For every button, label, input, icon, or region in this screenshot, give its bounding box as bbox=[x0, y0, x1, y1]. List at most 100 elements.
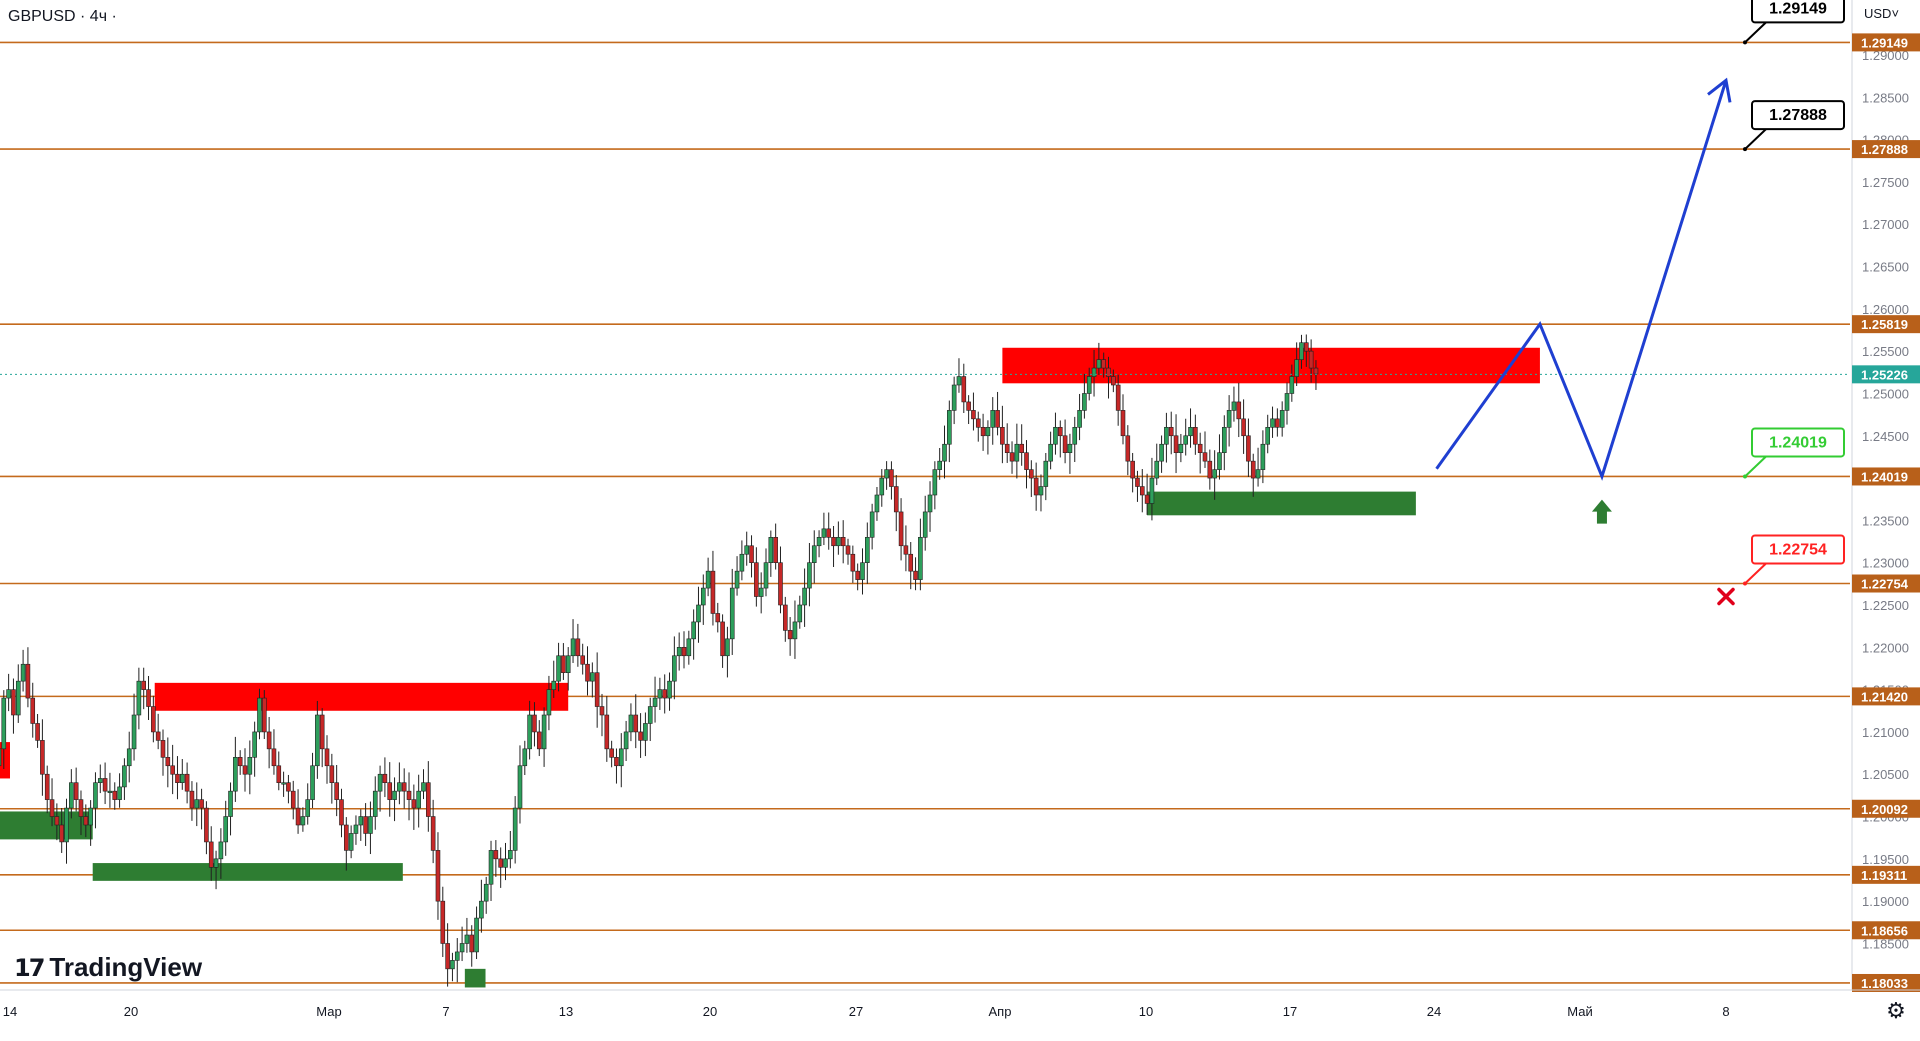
time-tick-label: 8 bbox=[1722, 1004, 1729, 1019]
candle-body bbox=[141, 680, 146, 690]
time-tick-label: 14 bbox=[3, 1004, 17, 1019]
candle-body bbox=[1106, 367, 1111, 377]
currency-selector[interactable]: USD˅ bbox=[1864, 6, 1900, 21]
candle-body bbox=[334, 782, 339, 800]
candle-body bbox=[392, 790, 397, 800]
candle-body bbox=[1275, 418, 1280, 428]
level-tag-label: 1.18033 bbox=[1861, 976, 1908, 991]
candle-body bbox=[599, 706, 605, 716]
candle-body bbox=[435, 850, 441, 902]
last-price-tag bbox=[1852, 365, 1920, 384]
price-tick-label: 1.29000 bbox=[1862, 48, 1909, 63]
candle-body bbox=[1139, 486, 1145, 496]
candle-body bbox=[0, 748, 2, 767]
candle-body bbox=[1154, 460, 1160, 479]
candle-body bbox=[1004, 443, 1010, 453]
candle-body bbox=[1313, 367, 1319, 375]
candle-body bbox=[652, 697, 658, 707]
candle-body bbox=[850, 553, 856, 572]
candle-body bbox=[146, 689, 151, 707]
level-tag bbox=[1852, 33, 1920, 52]
candle-body bbox=[700, 587, 706, 606]
candle-body bbox=[1231, 401, 1237, 411]
candle-body bbox=[618, 748, 624, 767]
candle-body bbox=[295, 807, 301, 826]
price-tick-label: 1.25000 bbox=[1862, 386, 1909, 401]
price-tick-label: 1.26000 bbox=[1862, 302, 1909, 317]
candle-body bbox=[1014, 443, 1020, 462]
candle-body bbox=[1024, 452, 1029, 470]
candle-body bbox=[228, 790, 233, 817]
level-tag bbox=[1852, 467, 1920, 486]
candle-body bbox=[348, 833, 354, 851]
candle-body bbox=[561, 655, 566, 673]
candle-body bbox=[710, 570, 716, 614]
plot-background bbox=[0, 0, 1850, 990]
candle-body bbox=[951, 384, 957, 411]
candle-body bbox=[517, 765, 523, 809]
level-tag bbox=[1852, 140, 1920, 159]
candle-body bbox=[339, 799, 344, 826]
candle-body bbox=[450, 960, 455, 970]
candle-body bbox=[1250, 460, 1256, 479]
candle-body bbox=[570, 638, 576, 657]
candle-body bbox=[117, 786, 122, 800]
candle-body bbox=[980, 427, 986, 437]
support-zone bbox=[1147, 491, 1416, 516]
candle-body bbox=[1, 697, 7, 750]
candle-body bbox=[151, 706, 156, 733]
candle-body bbox=[840, 537, 846, 547]
candle-body bbox=[1188, 427, 1193, 437]
candle-body bbox=[93, 782, 98, 809]
level-tag-label: 1.29149 bbox=[1861, 35, 1908, 50]
gear-icon[interactable]: ⚙ bbox=[1886, 999, 1906, 1024]
support-zone bbox=[464, 968, 486, 988]
candle-body bbox=[778, 562, 783, 606]
candle-body bbox=[797, 604, 803, 623]
level-tag-label: 1.18656 bbox=[1861, 923, 1908, 938]
candle-body bbox=[512, 807, 518, 851]
candle-body bbox=[69, 782, 74, 809]
candle-body bbox=[223, 816, 229, 843]
candle-body bbox=[324, 748, 330, 767]
callout-dot bbox=[1743, 581, 1747, 586]
candle-body bbox=[893, 486, 899, 513]
candle-body bbox=[1207, 460, 1213, 479]
candle-body bbox=[503, 858, 508, 868]
candle-body bbox=[353, 824, 359, 834]
candle-body bbox=[783, 604, 788, 631]
candle-body bbox=[860, 562, 865, 580]
candle-body bbox=[78, 799, 84, 817]
symbol-title[interactable]: GBPUSD · 4ч · bbox=[8, 8, 117, 25]
candle-body bbox=[189, 790, 195, 809]
candle-body bbox=[691, 621, 696, 640]
price-tick-label: 1.25500 bbox=[1862, 344, 1909, 359]
candle-body bbox=[122, 765, 127, 788]
candle-body bbox=[286, 782, 291, 792]
candle-body bbox=[715, 613, 721, 623]
callout-dot bbox=[1743, 474, 1747, 479]
forecast-path bbox=[1435, 79, 1728, 481]
candle-body bbox=[175, 773, 180, 783]
candle-body bbox=[990, 410, 996, 428]
candle-body bbox=[131, 714, 137, 750]
candle-body bbox=[647, 706, 653, 724]
candle-body bbox=[315, 714, 320, 767]
support-zone bbox=[0, 811, 93, 840]
candle-body bbox=[1149, 477, 1155, 504]
candle-body bbox=[1086, 376, 1092, 394]
price-tick-label: 1.19000 bbox=[1862, 894, 1909, 909]
candle-body bbox=[913, 570, 918, 580]
candle-body bbox=[1057, 427, 1063, 437]
candle-body bbox=[1173, 435, 1179, 453]
candle-body bbox=[532, 714, 537, 733]
candle-body bbox=[720, 621, 725, 657]
candle-body bbox=[758, 587, 764, 597]
cross-icon bbox=[1717, 587, 1735, 606]
candle-body bbox=[551, 680, 557, 690]
candle-body bbox=[681, 647, 687, 657]
candle-body bbox=[1096, 359, 1102, 369]
level-tag-label: 1.24019 bbox=[1861, 469, 1908, 484]
